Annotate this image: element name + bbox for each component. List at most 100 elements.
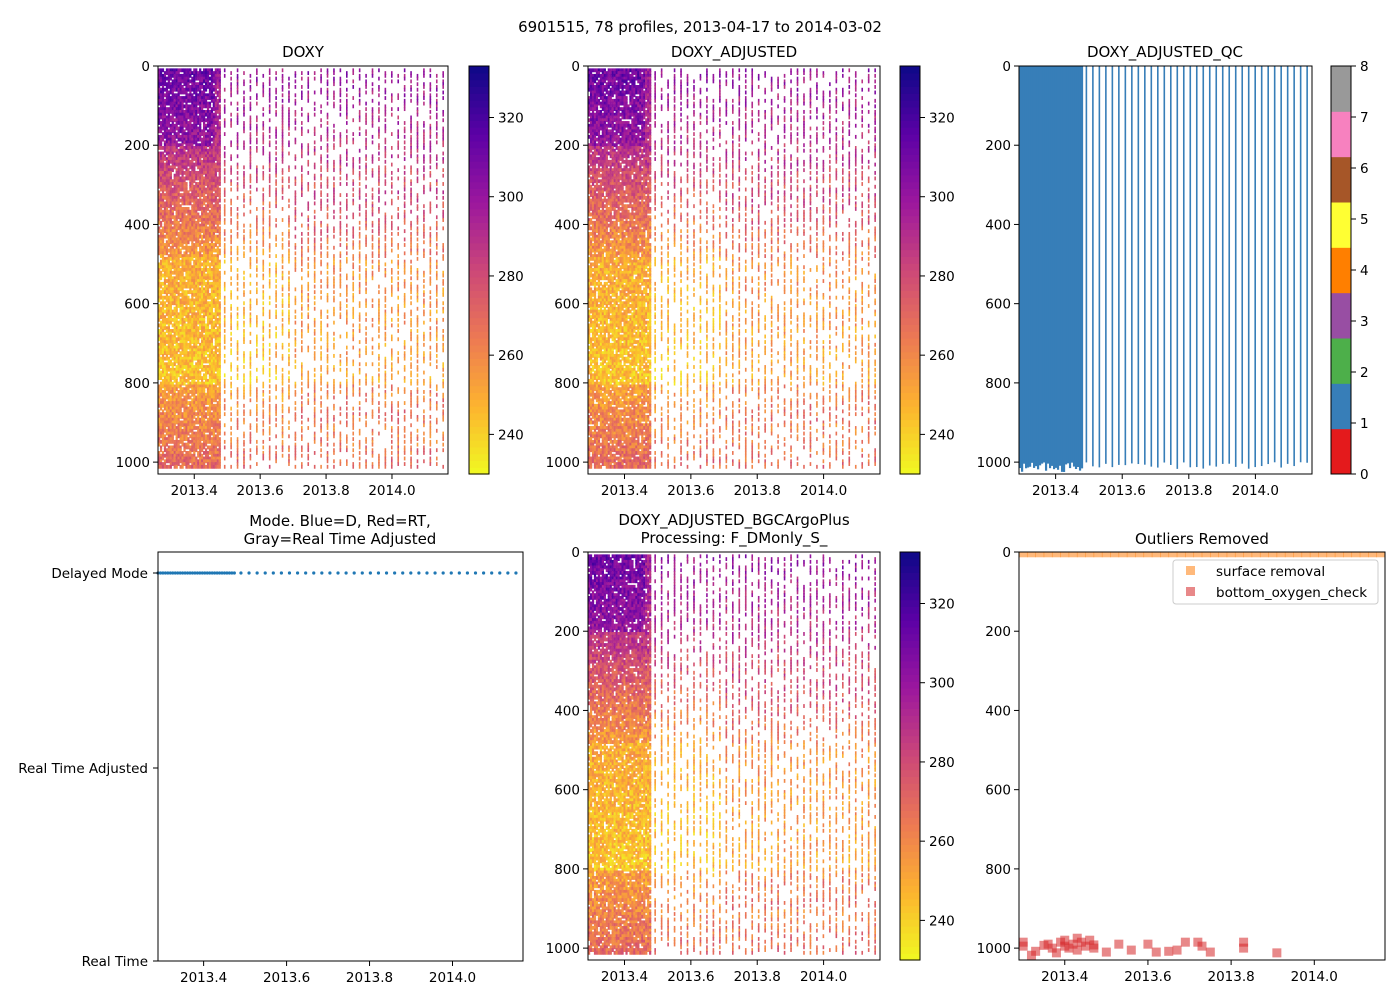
heatmap-cell (268, 109, 271, 114)
heatmap-cell (197, 298, 200, 303)
heatmap-cell (167, 209, 170, 214)
heatmap-cell (256, 179, 258, 184)
heatmap-cell (204, 312, 208, 317)
heatmap-cell (197, 240, 200, 245)
heatmap-cell (216, 159, 219, 164)
heatmap-cell (208, 409, 212, 414)
heatmap-cell (183, 279, 186, 283)
heatmap-cell (210, 118, 214, 123)
heatmap-cell (199, 265, 202, 270)
heatmap-cell (171, 179, 174, 184)
heatmap-cell (206, 284, 210, 289)
heatmap-cell (169, 132, 172, 137)
heatmap-cell (173, 329, 176, 333)
heatmap-cell (171, 365, 174, 369)
heatmap-cell (288, 220, 290, 225)
heatmap-cell (201, 148, 204, 153)
heatmap-cell (187, 159, 190, 164)
heatmap-cell (187, 409, 190, 414)
heatmap-cell (191, 428, 194, 433)
heatmap-cell (167, 390, 170, 394)
heatmap-cell (236, 295, 239, 300)
heatmap-cell (206, 82, 210, 87)
heatmap-cell (189, 453, 192, 458)
heatmap-cell (262, 451, 265, 455)
heatmap-cell (163, 201, 167, 206)
heatmap-cell (189, 73, 192, 78)
heatmap-cell (177, 315, 180, 320)
heatmap-cell (268, 223, 271, 228)
heatmap-cell (193, 426, 196, 430)
heatmap-cell (210, 79, 214, 84)
heatmap-cell (177, 312, 180, 317)
heatmap-cell (216, 381, 219, 386)
heatmap-cell (203, 234, 206, 239)
heatmap-cell (208, 198, 212, 203)
heatmap-cell (171, 381, 174, 386)
heatmap-cell (210, 451, 214, 455)
heatmap-cell (214, 292, 217, 297)
heatmap-cell (281, 381, 284, 386)
heatmap-cell (193, 284, 196, 289)
heatmap-cell (179, 390, 182, 394)
heatmap-cell (214, 437, 217, 442)
heatmap-cell (165, 98, 169, 103)
heatmap-cell (210, 445, 214, 450)
heatmap-cell (216, 176, 219, 181)
heatmap-cell (187, 237, 190, 242)
heatmap-cell (195, 256, 198, 261)
heatmap-cell (161, 121, 165, 125)
heatmap-cell (181, 439, 184, 444)
heatmap-cell (197, 215, 200, 220)
heatmap-cell (216, 256, 219, 261)
heatmap-cell (169, 337, 172, 342)
heatmap-cell (181, 378, 184, 383)
heatmap-cell (268, 348, 271, 353)
heatmap-cell (175, 229, 178, 234)
heatmap-cell (175, 184, 178, 189)
heatmap-cell (201, 409, 204, 414)
heatmap-cell (187, 109, 190, 114)
heatmap-cell (179, 115, 182, 120)
heatmap-cell (206, 187, 210, 192)
heatmap-cell (195, 459, 198, 464)
heatmap-cell (175, 146, 178, 150)
heatmap-cell (206, 204, 210, 209)
heatmap-cell (256, 137, 258, 142)
heatmap-cell (212, 195, 215, 200)
heatmap-cell (249, 290, 252, 295)
heatmap-cell (203, 85, 206, 89)
heatmap-cell (223, 154, 226, 159)
heatmap-cell (214, 90, 217, 95)
heatmap-cell (204, 348, 208, 353)
heatmap-cell (165, 240, 169, 245)
heatmap-cell (203, 309, 206, 314)
heatmap-cell (171, 101, 174, 106)
heatmap-cell (268, 279, 271, 283)
heatmap-cell (195, 434, 198, 439)
heatmap-cell (218, 353, 221, 358)
heatmap-cell (201, 176, 204, 181)
heatmap-cell (193, 464, 196, 469)
heatmap-cell (203, 337, 206, 342)
heatmap-cell (165, 351, 169, 356)
heatmap-cell (177, 245, 180, 250)
heatmap-cell (165, 215, 169, 220)
heatmap-cell (204, 414, 208, 419)
heatmap-cell (216, 245, 219, 250)
heatmap-cell (223, 403, 226, 408)
heatmap-cell (185, 140, 188, 145)
heatmap-cell (175, 207, 178, 211)
heatmap-cell (281, 276, 284, 281)
heatmap-cell (171, 334, 174, 339)
heatmap-cell (167, 109, 170, 114)
heatmap-cell (183, 162, 186, 167)
heatmap-cell (195, 134, 198, 139)
heatmap-cell (175, 159, 178, 164)
heatmap-cell (171, 248, 174, 253)
heatmap-cell (185, 154, 188, 159)
heatmap-cell (189, 179, 192, 184)
heatmap-cell (197, 292, 200, 297)
heatmap-cell (161, 295, 165, 300)
heatmap-cell (216, 373, 219, 378)
